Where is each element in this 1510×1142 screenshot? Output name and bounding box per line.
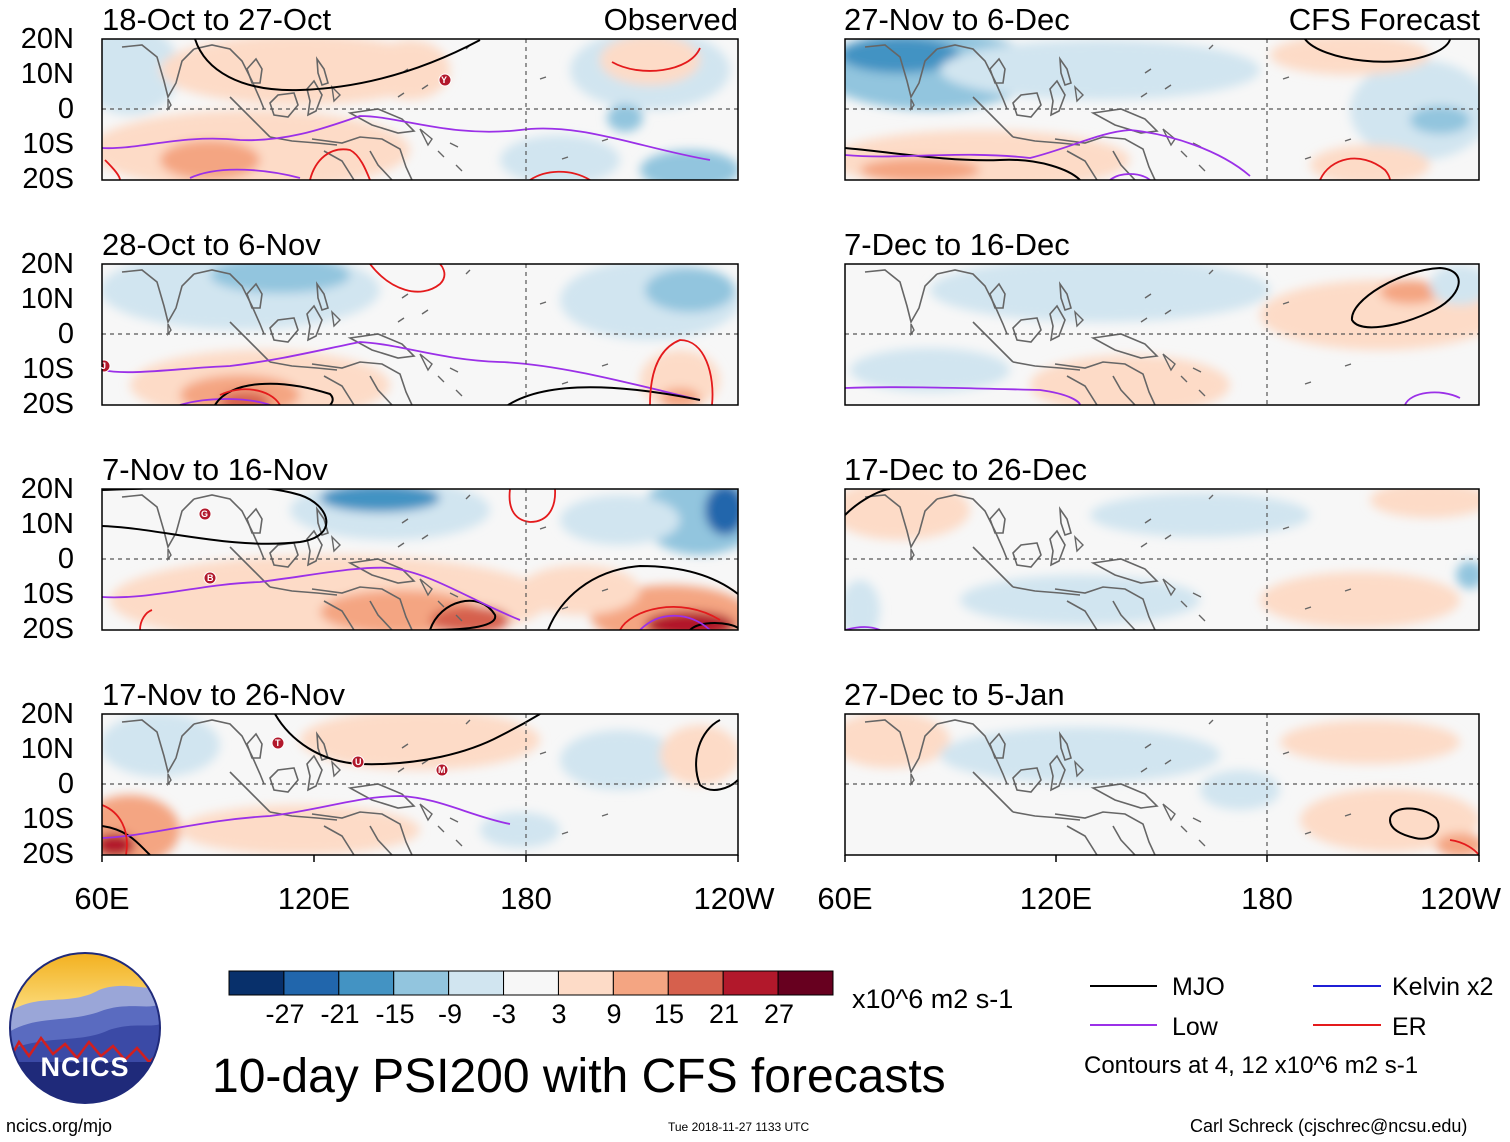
lat-label-10n: 10N: [20, 508, 74, 540]
lat-label-20n: 20N: [20, 23, 74, 55]
storm-marker-label: Y: [441, 75, 448, 85]
colorbar-cell: [393, 970, 450, 996]
cbar-label: -27: [265, 999, 305, 1029]
cbar-label: -15: [375, 999, 415, 1029]
panel-title-1: 18-Oct to 27-Oct: [102, 2, 332, 37]
lon-label-120w: 120W: [1420, 881, 1501, 916]
cbar-label: 21: [708, 999, 740, 1029]
panel-title-3: 7-Nov to 16-Nov: [102, 452, 328, 487]
lat-label-0: 0: [57, 768, 74, 800]
panel-title-6: 7-Dec to 16-Dec: [844, 227, 1070, 262]
colorbar: [228, 970, 834, 996]
lon-label-60e: 60E: [74, 881, 130, 916]
map-panel-6: [845, 264, 1479, 405]
map-panel-8: [845, 714, 1479, 855]
panel-title-5: 27-Nov to 6-Dec: [844, 2, 1070, 37]
cbar-label: -3: [491, 999, 516, 1029]
colorbar-cell: [667, 970, 724, 996]
lat-label-20n: 20N: [20, 698, 74, 730]
map-panel-5: [845, 39, 1479, 180]
storm-marker-label: U: [355, 757, 362, 767]
footer-url[interactable]: ncics.org/mjo: [6, 1116, 113, 1136]
legend-low-label: Low: [1172, 1013, 1218, 1041]
footer-author: Carl Schreck (cjschrec@ncsu.edu): [1190, 1116, 1468, 1136]
colorbar-cell: [557, 970, 614, 996]
storm-marker-label: G: [201, 509, 209, 519]
map-panel-4: [102, 714, 738, 855]
lat-label-0: 0: [57, 318, 74, 350]
lon-label-120w: 120W: [693, 881, 775, 916]
lon-label-180: 180: [500, 881, 552, 916]
lat-label-10s: 10S: [22, 578, 74, 610]
lat-label-0: 0: [57, 93, 74, 125]
colorbar-cell: [338, 970, 395, 996]
ncics-logo-text: NCICS: [40, 1052, 130, 1082]
lon-label-120e: 120E: [277, 881, 351, 916]
colorbar-cell: [283, 970, 340, 996]
forecast-label: CFS Forecast: [1288, 2, 1480, 37]
lat-label-10n: 10N: [20, 283, 74, 315]
observed-label: Observed: [603, 2, 738, 37]
storm-marker-label: B: [207, 573, 214, 583]
contours-note: Contours at 4, 12 x10^6 m2 s-1: [1084, 1052, 1419, 1079]
lat-label-10s: 10S: [22, 803, 74, 835]
lat-label-10s: 10S: [22, 353, 74, 385]
map-panel-7: [845, 489, 1479, 630]
panel-title-4: 17-Nov to 26-Nov: [102, 677, 345, 712]
figure-title: 10-day PSI200 with CFS forecasts: [212, 1050, 946, 1103]
cbar-label: -21: [320, 999, 360, 1029]
legend-kelvin-label: Kelvin x2: [1392, 973, 1494, 1001]
lat-label-10s: 10S: [22, 128, 74, 160]
ncics-logo: [9, 952, 161, 1104]
panel-title-7: 17-Dec to 26-Dec: [844, 452, 1087, 487]
lat-label-20s: 20S: [22, 163, 74, 195]
lon-label-180: 180: [1241, 881, 1293, 916]
cbar-label: 27: [763, 999, 795, 1029]
lat-label-0: 0: [57, 543, 74, 575]
lat-label-20n: 20N: [20, 473, 74, 505]
lon-label-120e: 120E: [1019, 881, 1093, 916]
panel-title-8: 27-Dec to 5-Jan: [844, 677, 1065, 712]
cbar-label: 15: [653, 999, 685, 1029]
lat-label-20n: 20N: [20, 248, 74, 280]
colorbar-cell: [448, 970, 505, 996]
lon-label-60e: 60E: [817, 881, 873, 916]
legend-swatches: [1090, 985, 1381, 1026]
storm-marker-label: J: [101, 361, 107, 371]
colorbar-cell: [777, 970, 834, 996]
cbar-label: 9: [606, 999, 622, 1029]
lat-label-20s: 20S: [22, 838, 74, 870]
colorbar-cell: [228, 970, 285, 996]
map-panels: [101, 38, 1480, 862]
lat-label-20s: 20S: [22, 613, 74, 645]
cbar-label: 3: [551, 999, 567, 1029]
cbar-label: -9: [437, 999, 462, 1029]
storm-marker-label: M: [438, 765, 446, 775]
colorbar-cell: [612, 970, 669, 996]
colorbar-units: x10^6 m2 s-1: [852, 984, 1014, 1014]
legend-mjo-label: MJO: [1172, 973, 1225, 1001]
lat-label-10n: 10N: [20, 733, 74, 765]
legend-er-label: ER: [1392, 1013, 1427, 1041]
panel-title-2: 28-Oct to 6-Nov: [102, 227, 321, 262]
map-panel-3: [102, 489, 738, 630]
map-panel-1: [102, 39, 738, 180]
lat-label-10n: 10N: [20, 58, 74, 90]
map-panel-2: [102, 264, 738, 405]
lat-label-20s: 20S: [22, 388, 74, 420]
colorbar-cell: [722, 970, 779, 996]
storm-marker-label: T: [275, 738, 281, 748]
footer-timestamp: Tue 2018-11-27 1133 UTC: [668, 1120, 810, 1134]
colorbar-cell: [503, 970, 559, 996]
